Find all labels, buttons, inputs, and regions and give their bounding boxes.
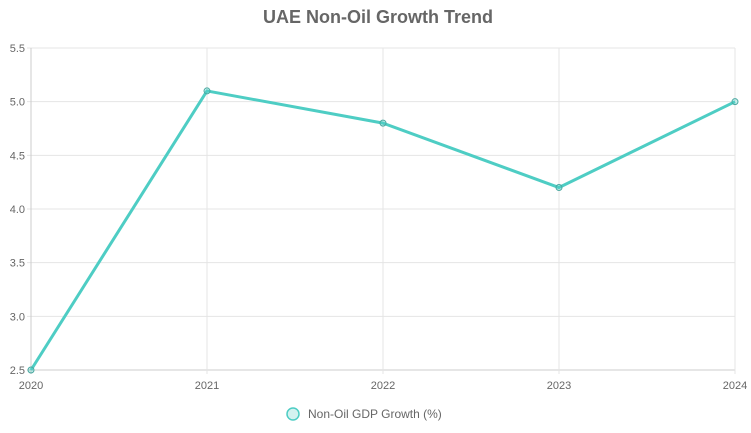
x-tick-label: 2022 [371,380,395,392]
data-point [555,184,563,192]
y-tick-label: 5.0 [10,97,25,109]
y-tick-label: 5.5 [10,43,25,55]
y-tick-label: 4.0 [10,204,25,216]
x-tick-label: 2023 [547,380,571,392]
x-tick-label: 2020 [19,380,43,392]
series-line [29,89,736,371]
data-point [731,98,739,106]
legend-label: Non-Oil GDP Growth (%) [308,407,442,421]
data-point [27,366,35,374]
data-point [379,119,387,127]
y-tick-label: 2.5 [10,365,25,377]
data-point [203,87,211,95]
x-tick-label: 2024 [723,380,747,392]
y-tick-label: 3.0 [10,311,25,323]
x-tick-label: 2021 [195,380,219,392]
y-tick-label: 4.5 [10,150,25,162]
y-tick-label: 3.5 [10,258,25,270]
legend-marker [286,407,300,421]
chart-title: UAE Non-Oil Growth Trend [263,7,493,27]
